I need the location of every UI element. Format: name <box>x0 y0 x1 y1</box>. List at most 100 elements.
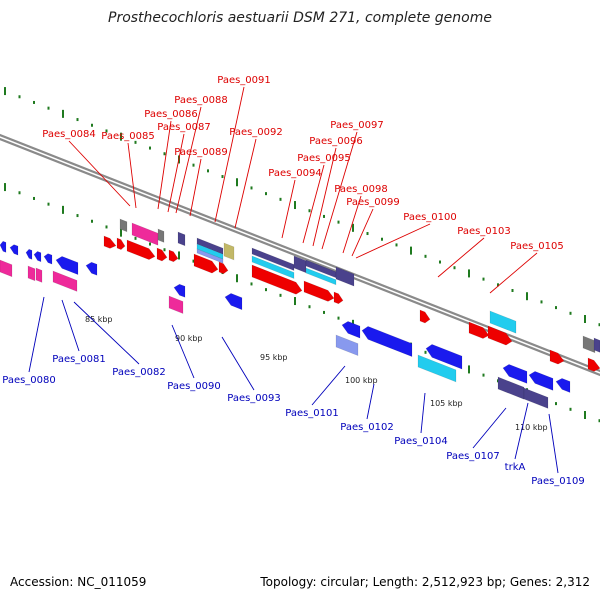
gene-label-paes-0107[interactable]: Paes_0107 <box>446 451 500 462</box>
gene-arrow[interactable] <box>523 387 549 409</box>
gene-arrow[interactable] <box>173 283 186 298</box>
gene-label-paes-0096[interactable]: Paes_0096 <box>309 136 363 147</box>
gene-arrow[interactable] <box>131 222 159 246</box>
topology-text: Topology: circular; Length: 2,512,923 bp… <box>259 575 590 589</box>
gene-arrow[interactable] <box>333 291 344 305</box>
gene-arrow[interactable] <box>177 231 186 247</box>
gene-arrow[interactable] <box>156 247 168 262</box>
gene-arrow[interactable] <box>27 265 36 282</box>
gene-label-paes-0085[interactable]: Paes_0085 <box>101 131 155 142</box>
gene-arrow[interactable] <box>224 293 243 311</box>
gene-arrow[interactable] <box>303 280 335 302</box>
gene-arrow[interactable] <box>497 376 525 400</box>
gene-label-paes-0101[interactable]: Paes_0101 <box>285 408 339 419</box>
leader-paes-0105 <box>489 252 538 294</box>
gene-label-trka[interactable]: trkA <box>505 462 526 473</box>
gene-label-paes-0086[interactable]: Paes_0086 <box>144 109 198 120</box>
gene-label-paes-0109[interactable]: Paes_0109 <box>531 476 585 487</box>
gene-arrow[interactable] <box>218 261 229 275</box>
leader-paes-0087 <box>167 133 185 213</box>
gene-label-paes-0093[interactable]: Paes_0093 <box>227 393 281 404</box>
gene-arrow[interactable] <box>43 253 53 265</box>
gene-label-paes-0098[interactable]: Paes_0098 <box>334 184 388 195</box>
gene-arrow[interactable] <box>251 247 295 271</box>
scale-tick-label: 105 kbp <box>430 399 463 408</box>
scale-tick-label: 95 kbp <box>260 353 288 362</box>
gene-arrow[interactable] <box>251 264 303 295</box>
gene-label-paes-0100[interactable]: Paes_0100 <box>403 212 457 223</box>
leader-paes-0082 <box>73 301 140 365</box>
gene-label-paes-0105[interactable]: Paes_0105 <box>510 241 564 252</box>
leader-paes-0102 <box>366 383 375 420</box>
scale-tick-label: 110 kbp <box>515 423 548 432</box>
gene-arrow[interactable] <box>468 321 490 339</box>
gene-label-paes-0090[interactable]: Paes_0090 <box>167 381 221 392</box>
gene-arrow[interactable] <box>335 266 355 287</box>
gene-label-paes-0091[interactable]: Paes_0091 <box>217 75 271 86</box>
gene-arrow[interactable] <box>193 253 219 274</box>
gene-label-paes-0092[interactable]: Paes_0092 <box>229 127 283 138</box>
gene-arrow[interactable] <box>419 309 431 324</box>
gene-arrow[interactable] <box>425 344 463 370</box>
gene-label-paes-0102[interactable]: Paes_0102 <box>340 422 394 433</box>
gene-label-paes-0080[interactable]: Paes_0080 <box>2 375 56 386</box>
gene-arrow[interactable] <box>555 378 571 393</box>
gene-arrow[interactable] <box>417 354 457 383</box>
gene-arrow[interactable] <box>223 242 235 261</box>
gene-arrow[interactable] <box>116 237 126 250</box>
gene-arrow[interactable] <box>0 259 13 278</box>
gene-arrow[interactable] <box>25 248 33 260</box>
gene-label-paes-0084[interactable]: Paes_0084 <box>42 129 96 140</box>
gene-arrow[interactable] <box>489 310 517 334</box>
gene-label-paes-0081[interactable]: Paes_0081 <box>52 354 106 365</box>
gene-arrow[interactable] <box>361 326 413 358</box>
label-leaders <box>28 86 559 474</box>
gene-arrow[interactable] <box>487 325 513 346</box>
gene-label-paes-0104[interactable]: Paes_0104 <box>394 436 448 447</box>
gene-arrow[interactable] <box>549 349 565 365</box>
gene-arrow[interactable] <box>528 371 554 391</box>
accession-text: Accession: NC_011059 <box>10 575 146 589</box>
gene-arrow[interactable] <box>593 337 600 353</box>
gene-arrow[interactable] <box>502 364 528 384</box>
gene-arrow[interactable] <box>35 267 43 283</box>
gene-arrow[interactable] <box>341 321 361 339</box>
gene-label-paes-0082[interactable]: Paes_0082 <box>112 367 166 378</box>
gene-label-paes-0095[interactable]: Paes_0095 <box>297 153 351 164</box>
gene-label-paes-0103[interactable]: Paes_0103 <box>457 226 511 237</box>
leader-paes-0088 <box>175 106 202 214</box>
gene-arrow[interactable] <box>305 267 337 286</box>
gene-label-paes-0087[interactable]: Paes_0087 <box>157 122 211 133</box>
gene-arrow[interactable] <box>168 295 184 314</box>
gene-arrow[interactable] <box>251 255 295 279</box>
leader-paes-0089 <box>189 158 202 217</box>
gene-arrow[interactable] <box>335 334 359 357</box>
gene-arrow[interactable] <box>33 251 42 263</box>
gene-arrow[interactable] <box>52 270 78 292</box>
gene-arrow[interactable] <box>85 261 98 276</box>
gene-arrow[interactable] <box>126 239 156 260</box>
gene-arrow[interactable] <box>0 240 7 253</box>
gene-arrow[interactable] <box>196 248 224 264</box>
gene-labels: Paes_0084 Paes_0085 Paes_0086 Paes_0087 Paes… <box>2 75 585 487</box>
gene-label-paes-0089[interactable]: Paes_0089 <box>174 147 228 158</box>
gene-arrow[interactable] <box>103 235 117 249</box>
gene-arrow[interactable] <box>157 228 165 243</box>
leader-trka <box>514 402 529 460</box>
gene-arrow[interactable] <box>582 335 596 354</box>
leader-paes-0086 <box>157 120 172 210</box>
leader-paes-0085 <box>127 142 137 209</box>
gene-arrow[interactable] <box>168 249 179 263</box>
gene-label-paes-0097[interactable]: Paes_0097 <box>330 120 384 131</box>
gene-label-paes-0088[interactable]: Paes_0088 <box>174 95 228 106</box>
gene-arrow[interactable] <box>9 244 19 256</box>
gene-arrow[interactable] <box>587 357 600 372</box>
gene-arrow[interactable] <box>119 218 128 233</box>
leader-paes-0096 <box>312 147 337 247</box>
leader-paes-0103 <box>437 237 485 278</box>
gene-label-paes-0094[interactable]: Paes_0094 <box>268 168 322 179</box>
gene-label-paes-0099[interactable]: Paes_0099 <box>346 197 400 208</box>
leader-paes-0090 <box>171 324 195 379</box>
gene-arrow[interactable] <box>55 256 79 276</box>
